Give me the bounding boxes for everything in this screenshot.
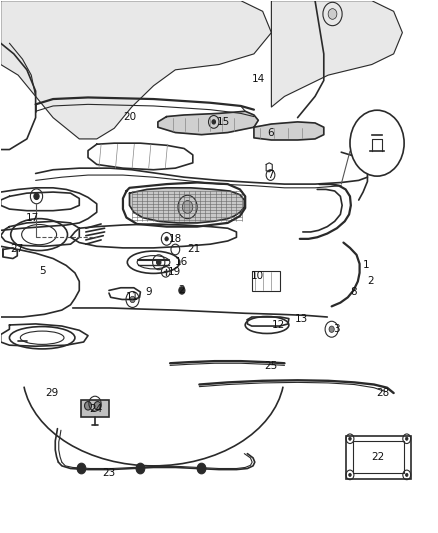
Circle shape (156, 260, 161, 265)
Circle shape (349, 437, 351, 440)
Polygon shape (254, 122, 324, 140)
Circle shape (77, 463, 86, 474)
Text: 14: 14 (252, 75, 265, 84)
Circle shape (349, 473, 351, 477)
Polygon shape (158, 111, 258, 135)
Text: 9: 9 (145, 287, 152, 297)
Text: 23: 23 (102, 468, 116, 478)
Circle shape (165, 237, 168, 241)
Circle shape (136, 463, 145, 474)
Text: 16: 16 (175, 257, 188, 267)
Polygon shape (130, 188, 244, 223)
Text: 18: 18 (169, 234, 182, 244)
Text: 10: 10 (251, 271, 264, 281)
Circle shape (94, 401, 101, 410)
Circle shape (197, 463, 206, 474)
Circle shape (130, 296, 135, 303)
Text: 11: 11 (126, 292, 139, 302)
Circle shape (406, 437, 408, 440)
Text: 8: 8 (350, 287, 357, 297)
Circle shape (328, 9, 337, 19)
Bar (81, 400, 109, 417)
Circle shape (350, 110, 404, 176)
Circle shape (85, 401, 92, 410)
Text: 12: 12 (271, 320, 285, 330)
Text: 6: 6 (267, 127, 274, 138)
Circle shape (34, 193, 39, 199)
Text: 4: 4 (377, 147, 384, 157)
Polygon shape (272, 1, 403, 107)
Text: 7: 7 (267, 170, 274, 180)
Circle shape (329, 326, 334, 333)
Text: 25: 25 (264, 361, 277, 372)
Text: 13: 13 (294, 313, 308, 324)
Text: 29: 29 (46, 388, 59, 398)
Text: 3: 3 (333, 324, 339, 334)
Text: 17: 17 (25, 213, 39, 223)
Text: 5: 5 (39, 266, 46, 276)
Text: 20: 20 (123, 111, 136, 122)
Text: 19: 19 (168, 267, 181, 277)
Circle shape (179, 287, 185, 294)
Bar (252, 271, 280, 291)
Bar (353, 441, 404, 473)
Bar (346, 435, 411, 479)
Text: 28: 28 (376, 388, 389, 398)
Text: 21: 21 (187, 245, 200, 254)
Text: 24: 24 (89, 404, 102, 414)
Text: 2: 2 (367, 277, 374, 286)
Text: 15: 15 (217, 117, 230, 127)
Circle shape (182, 200, 193, 213)
Text: 1: 1 (363, 261, 370, 270)
Circle shape (212, 120, 215, 124)
Text: 27: 27 (11, 245, 24, 254)
Text: 2: 2 (179, 286, 185, 295)
Circle shape (406, 473, 408, 477)
Text: 22: 22 (372, 452, 385, 462)
Polygon shape (1, 1, 272, 139)
Text: 4: 4 (374, 117, 380, 127)
